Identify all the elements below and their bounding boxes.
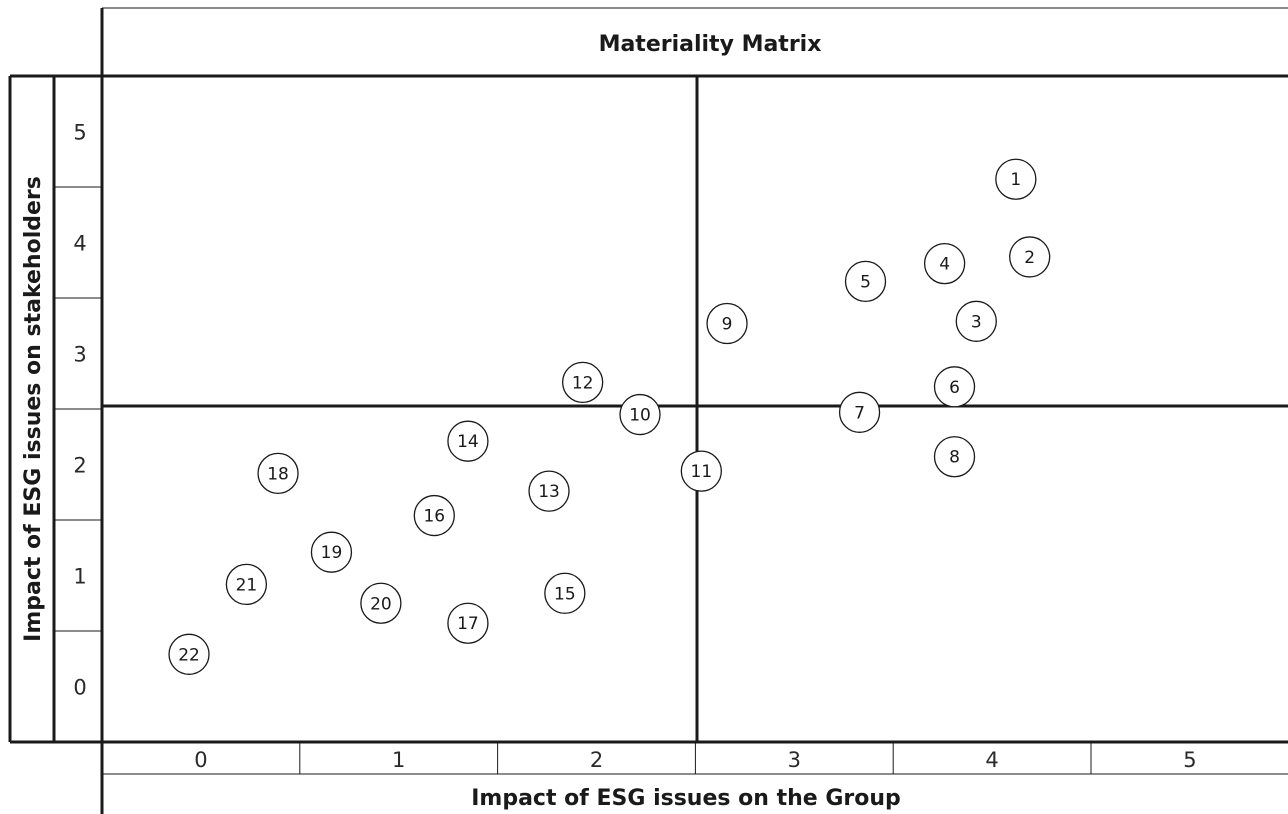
data-point-2: 2 [1009,236,1051,278]
chart-title: Materiality Matrix [599,32,822,57]
data-point-marker [257,452,299,495]
data-point-label: 21 [236,575,258,595]
data-point-label: 19 [321,543,343,563]
data-point-marker [447,602,489,644]
y-tick-label: 5 [73,121,86,145]
data-point-13: 13 [528,470,570,512]
data-point-marker [360,582,402,624]
data-point-label: 22 [178,645,200,665]
data-point-label: 14 [457,432,479,452]
y-axis-title: Impact of ESG issues on stakeholders [21,176,46,642]
data-point-14: 14 [447,420,489,462]
data-point-marker [680,450,722,492]
y-tick-separators [54,186,102,632]
data-point-label: 8 [949,448,960,468]
data-point-marker [955,300,997,342]
data-point-label: 9 [722,315,733,335]
data-point-label: 4 [939,255,950,275]
x-tick-label: 5 [1183,748,1196,772]
data-point-label: 6 [949,378,960,398]
data-point-label: 16 [423,507,445,527]
x-tick-labels: 0 1 2 3 4 5 [194,748,1196,772]
data-point-marker [933,436,976,478]
data-point-15: 15 [544,572,586,614]
y-tick-labels: 0 1 2 3 4 5 [73,121,86,700]
data-point-marker [838,391,881,433]
data-point-12: 12 [562,361,604,404]
y-tick-label: 4 [73,232,86,256]
data-point-label: 7 [854,403,865,423]
data-point-17: 17 [447,602,489,644]
data-point-label: 12 [572,373,594,393]
data-point-label: 1 [1010,170,1021,190]
data-point-marker [933,366,976,408]
x-tick-separators [299,742,1092,774]
data-point-21: 21 [225,563,268,606]
data-point-5: 5 [844,260,887,303]
x-tick-label: 1 [392,748,405,772]
data-point-marker [995,158,1037,200]
x-tick-label: 0 [194,748,207,772]
data-point-label: 11 [691,462,713,482]
data-point-marker [225,563,268,606]
data-point-1: 1 [995,158,1037,200]
y-tick-label: 1 [73,565,86,589]
data-point-marker [562,361,604,404]
data-point-10: 10 [619,393,661,436]
data-point-marker [447,420,489,462]
data-point-marker [528,470,570,512]
data-point-label: 18 [267,464,289,484]
data-point-19: 19 [310,531,353,573]
data-point-marker [544,572,586,614]
data-point-marker [619,393,661,436]
data-point-label: 2 [1024,248,1035,268]
y-tick-label: 2 [73,454,86,478]
data-point-marker [923,242,966,285]
data-point-6: 6 [933,366,976,408]
data-point-label: 15 [554,584,576,604]
x-axis-title: Impact of ESG issues on the Group [471,786,901,811]
data-point-marker [844,260,887,303]
data-point-label: 3 [971,312,982,332]
data-point-label: 13 [538,482,560,502]
data-point-4: 4 [923,242,966,285]
data-point-marker [168,633,210,675]
data-point-marker [413,494,455,537]
data-point-16: 16 [413,494,455,537]
data-point-7: 7 [838,391,881,433]
x-tick-label: 4 [985,748,998,772]
y-tick-label: 3 [73,343,86,367]
data-point-8: 8 [933,436,976,478]
data-point-11: 11 [680,450,722,492]
data-point-label: 20 [370,594,392,614]
data-point-20: 20 [360,582,402,624]
data-point-9: 9 [706,302,748,345]
data-point-marker [1009,236,1051,278]
data-point-22: 22 [168,633,210,675]
data-point-label: 17 [457,614,479,634]
data-point-marker [706,302,748,345]
data-point-marker [310,531,353,573]
data-point-label: 5 [860,272,871,292]
data-point-3: 3 [955,300,997,342]
x-tick-label: 3 [788,748,801,772]
x-tick-label: 2 [590,748,603,772]
y-tick-label: 0 [73,676,86,700]
data-point-18: 18 [257,452,299,495]
data-point-label: 10 [629,406,651,426]
